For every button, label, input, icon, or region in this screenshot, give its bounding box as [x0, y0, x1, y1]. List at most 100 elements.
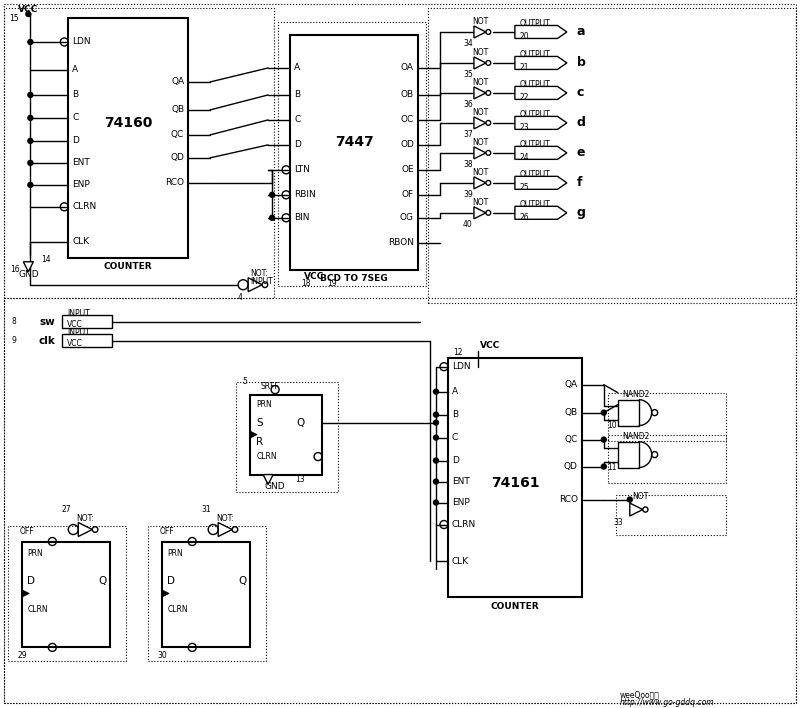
Polygon shape	[515, 206, 567, 219]
Polygon shape	[474, 147, 486, 159]
Circle shape	[602, 464, 606, 469]
Polygon shape	[248, 278, 262, 292]
Text: QC: QC	[171, 130, 184, 139]
Text: B: B	[452, 410, 458, 419]
Polygon shape	[263, 474, 273, 484]
Polygon shape	[630, 503, 642, 516]
FancyBboxPatch shape	[250, 394, 322, 474]
Text: ENP: ENP	[452, 498, 470, 507]
Text: 22: 22	[520, 93, 530, 103]
Polygon shape	[515, 25, 567, 38]
Text: c: c	[577, 86, 584, 99]
Text: 36: 36	[463, 101, 473, 110]
Text: weeQoo维库: weeQoo维库	[620, 690, 660, 699]
Text: OB: OB	[401, 91, 414, 99]
Polygon shape	[515, 116, 567, 130]
Text: CLRN: CLRN	[452, 520, 476, 529]
Bar	[278, 22, 426, 286]
FancyBboxPatch shape	[162, 542, 250, 647]
Text: 14: 14	[42, 256, 51, 264]
Text: 21: 21	[520, 64, 530, 72]
Text: NOT: NOT	[632, 492, 648, 501]
Circle shape	[627, 497, 632, 502]
Text: QA: QA	[565, 380, 578, 389]
Bar	[428, 8, 796, 303]
Text: OA: OA	[401, 64, 414, 72]
Text: VCC: VCC	[67, 339, 83, 348]
Text: QD: QD	[170, 154, 184, 162]
Text: C: C	[452, 433, 458, 442]
Text: 5: 5	[242, 377, 247, 386]
Text: NOT: NOT	[472, 79, 488, 87]
Text: 34: 34	[463, 40, 473, 48]
Polygon shape	[515, 57, 567, 69]
Circle shape	[434, 479, 438, 484]
Text: 40: 40	[463, 220, 473, 229]
Text: OFF: OFF	[159, 527, 174, 536]
Text: http://www.go-gddq.com: http://www.go-gddq.com	[620, 698, 714, 707]
Circle shape	[434, 458, 438, 463]
Text: QA: QA	[171, 77, 184, 86]
Circle shape	[434, 500, 438, 505]
Text: NAND2: NAND2	[622, 432, 649, 441]
Text: RBON: RBON	[388, 239, 414, 247]
Polygon shape	[474, 57, 486, 69]
Text: f: f	[577, 176, 582, 189]
Text: OUTPUT: OUTPUT	[520, 81, 550, 89]
Text: LDN: LDN	[72, 38, 91, 47]
Text: b: b	[577, 57, 586, 69]
Text: 35: 35	[463, 70, 473, 79]
Text: D: D	[167, 576, 175, 586]
Text: OUTPUT: OUTPUT	[520, 20, 550, 28]
Text: CLRN: CLRN	[27, 605, 48, 614]
Bar	[618, 442, 638, 467]
Text: D: D	[72, 137, 79, 145]
Text: CLRN: CLRN	[256, 452, 277, 461]
Circle shape	[434, 435, 438, 440]
Text: clk: clk	[38, 336, 55, 346]
Text: g: g	[577, 206, 586, 219]
Text: SRFF: SRFF	[260, 382, 279, 391]
Bar	[236, 382, 338, 491]
Text: sw: sw	[39, 316, 55, 326]
Text: 23: 23	[520, 123, 530, 132]
Text: 30: 30	[158, 651, 167, 660]
Circle shape	[28, 138, 33, 143]
Circle shape	[270, 215, 274, 220]
FancyBboxPatch shape	[448, 358, 582, 598]
Text: D: D	[27, 576, 35, 586]
Bar	[8, 525, 126, 661]
Bar	[4, 298, 796, 703]
Text: 25: 25	[520, 183, 530, 193]
Text: OG: OG	[400, 213, 414, 222]
Polygon shape	[515, 147, 567, 159]
Polygon shape	[250, 431, 257, 438]
Text: 10: 10	[607, 421, 617, 430]
Text: NOT:: NOT:	[76, 514, 94, 523]
Text: B: B	[72, 91, 78, 99]
Text: e: e	[577, 147, 586, 159]
Text: LDN: LDN	[452, 362, 470, 371]
Text: OC: OC	[401, 115, 414, 125]
Text: PRN: PRN	[27, 549, 43, 558]
Text: a: a	[577, 25, 586, 38]
Polygon shape	[474, 87, 486, 99]
Text: OUTPUT: OUTPUT	[520, 140, 550, 149]
Text: QD: QD	[564, 462, 578, 471]
Text: OUTPUT: OUTPUT	[520, 110, 550, 120]
Text: VCC: VCC	[18, 6, 38, 14]
Text: ENT: ENT	[72, 159, 90, 167]
Text: CLRN: CLRN	[167, 605, 188, 614]
Text: 20: 20	[520, 33, 530, 42]
Bar	[148, 525, 266, 661]
Text: OFF: OFF	[19, 527, 34, 536]
Text: VCC: VCC	[67, 320, 83, 329]
Circle shape	[26, 11, 31, 16]
Text: OD: OD	[400, 140, 414, 149]
Polygon shape	[474, 26, 486, 38]
Polygon shape	[78, 523, 92, 537]
Text: 16: 16	[10, 266, 20, 274]
Polygon shape	[515, 176, 567, 189]
Text: NAND2: NAND2	[622, 390, 649, 399]
Text: CLK: CLK	[72, 237, 90, 246]
